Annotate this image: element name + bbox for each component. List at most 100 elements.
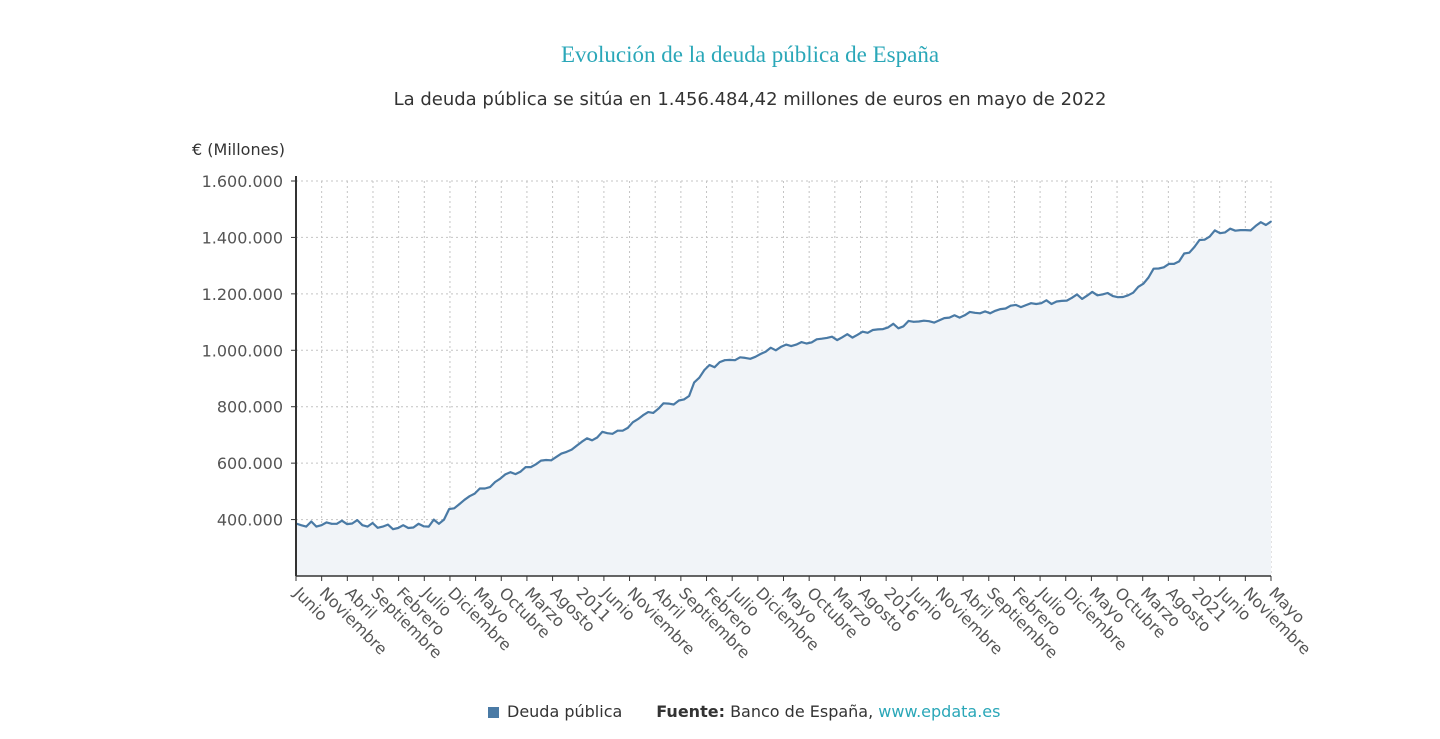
data-point-89[interactable]: [749, 357, 752, 360]
data-point-66[interactable]: [632, 421, 634, 424]
data-point-117[interactable]: [892, 322, 895, 325]
data-point-126[interactable]: [938, 319, 941, 322]
data-point-1[interactable]: [300, 524, 303, 527]
data-point-80[interactable]: [703, 369, 706, 371]
data-point-51[interactable]: [555, 456, 558, 458]
data-point-76[interactable]: [683, 398, 685, 401]
data-point-33[interactable]: [463, 498, 466, 501]
data-point-140[interactable]: [1009, 304, 1012, 307]
data-point-102[interactable]: [815, 338, 818, 341]
data-point-21[interactable]: [402, 524, 405, 527]
data-point-190[interactable]: [1264, 224, 1267, 226]
data-point-77[interactable]: [688, 395, 690, 397]
data-point-75[interactable]: [677, 399, 680, 402]
data-point-67[interactable]: [637, 418, 639, 421]
data-point-65[interactable]: [626, 426, 629, 429]
data-point-10[interactable]: [346, 523, 348, 525]
data-point-26[interactable]: [427, 525, 430, 528]
data-point-15[interactable]: [371, 522, 374, 524]
data-point-62[interactable]: [611, 432, 614, 435]
data-point-154[interactable]: [1081, 298, 1084, 300]
data-point-171[interactable]: [1168, 263, 1170, 265]
data-point-45[interactable]: [524, 466, 527, 468]
data-point-170[interactable]: [1162, 266, 1165, 269]
data-point-44[interactable]: [519, 470, 522, 473]
data-point-81[interactable]: [708, 364, 711, 366]
data-point-135[interactable]: [984, 310, 987, 313]
data-point-63[interactable]: [616, 429, 619, 432]
data-point-43[interactable]: [514, 473, 517, 476]
data-point-116[interactable]: [887, 326, 890, 329]
data-point-17[interactable]: [381, 525, 384, 528]
data-point-12[interactable]: [356, 519, 359, 522]
data-point-91[interactable]: [759, 353, 762, 355]
data-point-47[interactable]: [535, 463, 537, 466]
data-point-2[interactable]: [305, 525, 308, 528]
data-point-120[interactable]: [907, 320, 910, 322]
data-point-64[interactable]: [621, 429, 624, 432]
data-point-139[interactable]: [1004, 307, 1007, 310]
data-point-93[interactable]: [769, 346, 772, 349]
data-point-176[interactable]: [1193, 246, 1196, 248]
data-point-141[interactable]: [1014, 303, 1017, 306]
data-point-58[interactable]: [591, 439, 593, 442]
data-point-70[interactable]: [652, 412, 655, 414]
data-point-54[interactable]: [570, 448, 573, 451]
data-point-24[interactable]: [417, 522, 420, 525]
data-point-7[interactable]: [330, 522, 333, 525]
data-point-101[interactable]: [810, 341, 813, 344]
data-point-22[interactable]: [407, 527, 410, 529]
data-point-142[interactable]: [1019, 306, 1022, 309]
data-point-129[interactable]: [953, 314, 956, 317]
data-point-96[interactable]: [785, 343, 787, 346]
data-point-108[interactable]: [846, 333, 849, 336]
data-point-128[interactable]: [948, 316, 951, 319]
data-point-161[interactable]: [1116, 296, 1119, 299]
data-point-186[interactable]: [1244, 229, 1247, 231]
data-point-173[interactable]: [1178, 260, 1181, 263]
data-point-72[interactable]: [662, 402, 665, 405]
data-point-144[interactable]: [1030, 302, 1032, 305]
data-point-189[interactable]: [1259, 221, 1262, 224]
data-point-113[interactable]: [871, 329, 874, 331]
data-point-175[interactable]: [1188, 251, 1191, 254]
data-point-41[interactable]: [504, 473, 507, 476]
data-point-98[interactable]: [795, 343, 798, 346]
data-point-146[interactable]: [1040, 302, 1043, 305]
data-point-155[interactable]: [1086, 294, 1089, 297]
data-point-32[interactable]: [458, 503, 461, 505]
data-point-48[interactable]: [540, 459, 542, 462]
data-point-110[interactable]: [856, 333, 859, 336]
data-point-152[interactable]: [1071, 296, 1073, 299]
data-point-180[interactable]: [1213, 229, 1216, 232]
data-point-127[interactable]: [943, 317, 946, 320]
data-point-184[interactable]: [1234, 229, 1237, 232]
data-point-185[interactable]: [1239, 229, 1242, 231]
data-point-92[interactable]: [764, 350, 767, 353]
data-point-95[interactable]: [780, 346, 782, 348]
data-point-162[interactable]: [1122, 296, 1124, 298]
data-point-147[interactable]: [1045, 299, 1048, 302]
data-point-149[interactable]: [1055, 300, 1058, 303]
data-point-49[interactable]: [545, 459, 548, 461]
data-point-174[interactable]: [1183, 252, 1186, 255]
data-point-99[interactable]: [800, 341, 803, 344]
data-point-107[interactable]: [841, 336, 844, 339]
data-point-124[interactable]: [928, 320, 930, 323]
data-point-34[interactable]: [468, 495, 471, 498]
data-point-11[interactable]: [351, 522, 354, 525]
data-point-143[interactable]: [1025, 304, 1027, 307]
data-point-35[interactable]: [473, 492, 476, 495]
data-point-130[interactable]: [958, 316, 961, 319]
data-point-5[interactable]: [320, 524, 323, 527]
data-point-87[interactable]: [739, 356, 742, 359]
data-point-60[interactable]: [601, 430, 604, 433]
data-point-182[interactable]: [1224, 231, 1226, 234]
data-point-68[interactable]: [642, 414, 645, 417]
data-point-97[interactable]: [790, 345, 793, 347]
data-point-74[interactable]: [672, 403, 675, 406]
data-point-28[interactable]: [438, 522, 440, 525]
data-point-59[interactable]: [596, 436, 599, 439]
data-point-55[interactable]: [575, 444, 578, 447]
data-point-30[interactable]: [448, 508, 451, 511]
